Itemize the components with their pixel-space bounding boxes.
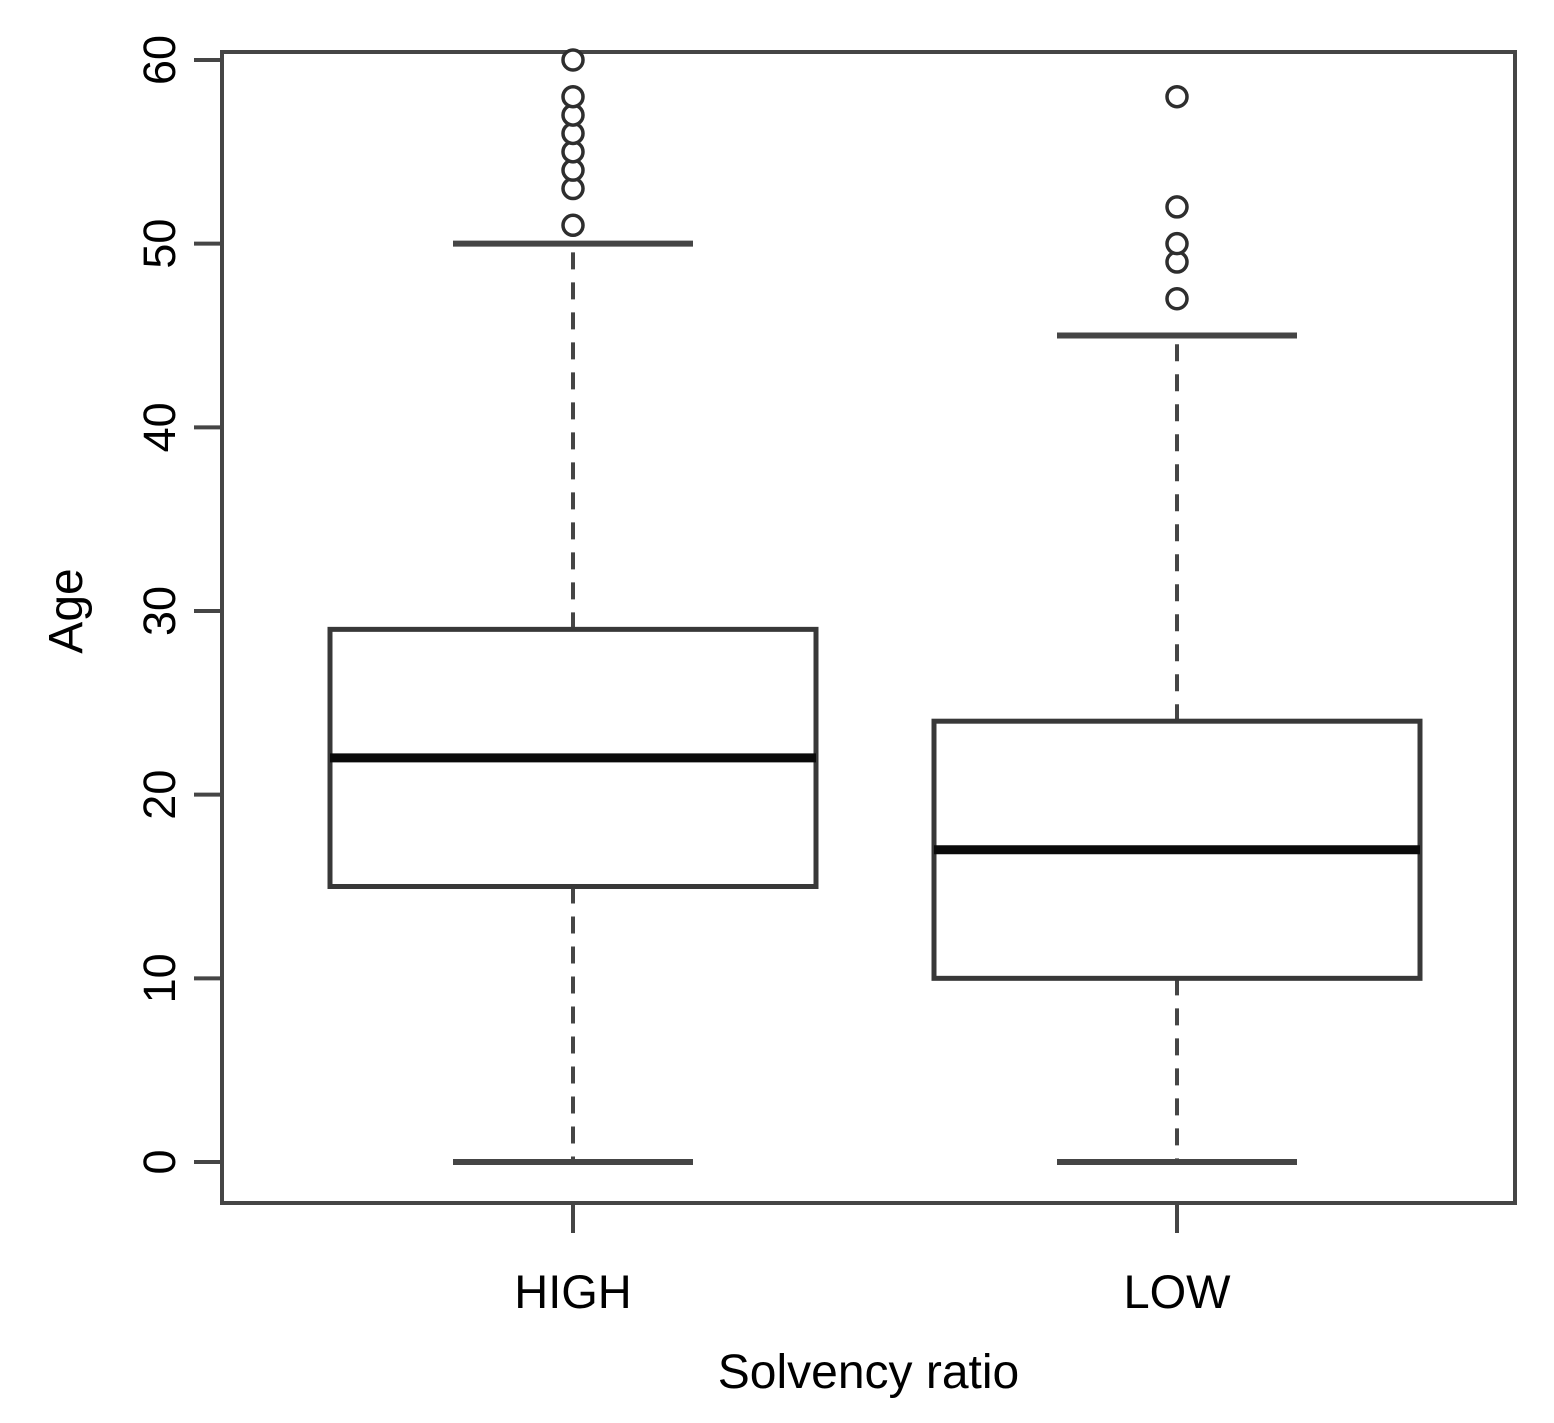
outlier-point-low — [1165, 231, 1189, 256]
y-axis-title: Age — [40, 568, 93, 653]
outlier-point-high — [561, 213, 585, 238]
y-axis-tick-label: 60 — [134, 35, 185, 85]
outlier-point-high — [561, 48, 585, 72]
y-axis-tick-label: 30 — [134, 586, 185, 636]
plot-border — [220, 50, 1517, 1205]
y-axis-tick-label: 20 — [134, 770, 185, 820]
y-axis-tick-label: 0 — [134, 1149, 185, 1174]
outlier-point-low — [1165, 84, 1189, 109]
outlier-point-low — [1165, 195, 1189, 219]
x-axis-category-label: LOW — [1123, 1265, 1231, 1318]
y-axis-tick-label: 50 — [134, 219, 185, 269]
outlier-point-high — [561, 84, 585, 109]
x-axis-title: Solvency ratio — [718, 1346, 1019, 1399]
x-axis-category-label: HIGH — [514, 1265, 632, 1318]
outlier-point-low — [1165, 287, 1189, 311]
y-axis-tick-label: 40 — [134, 402, 185, 452]
y-axis-tick-label: 10 — [134, 953, 185, 1003]
